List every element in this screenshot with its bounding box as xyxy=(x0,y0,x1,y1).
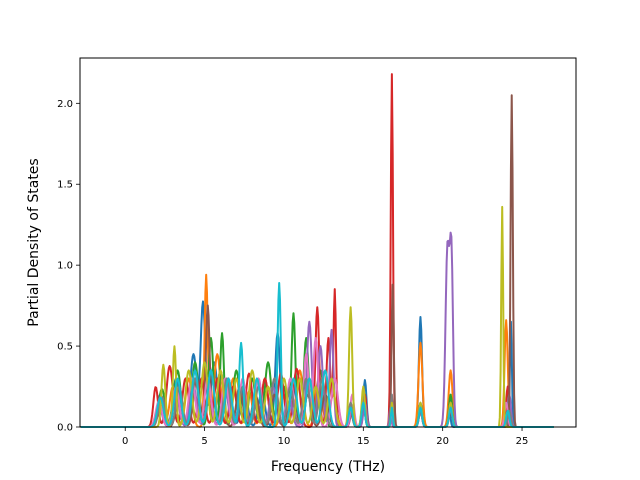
y-axis-ticks: 0.0 0.5 1.0 1.5 2.0 xyxy=(57,99,80,434)
x-axis-ticks: 0 5 10 15 20 25 xyxy=(122,427,528,447)
x-tick-label: 10 xyxy=(278,436,291,447)
y-axis-label: Partial Density of States xyxy=(26,158,42,326)
x-tick-label: 15 xyxy=(357,436,370,447)
y-tick-label: 1.5 xyxy=(57,180,73,191)
axes-frame xyxy=(79,57,577,428)
y-tick-label: 0.5 xyxy=(57,342,73,353)
y-tick-label: 0.0 xyxy=(57,423,73,434)
y-tick-label: 2.0 xyxy=(57,99,73,110)
x-tick-label: 20 xyxy=(436,436,449,447)
x-tick-label: 0 xyxy=(122,436,128,447)
x-tick-label: 25 xyxy=(516,436,529,447)
x-tick-label: 5 xyxy=(201,436,207,447)
x-axis-label: Frequency (THz) xyxy=(271,459,385,475)
y-tick-label: 1.0 xyxy=(57,261,73,272)
